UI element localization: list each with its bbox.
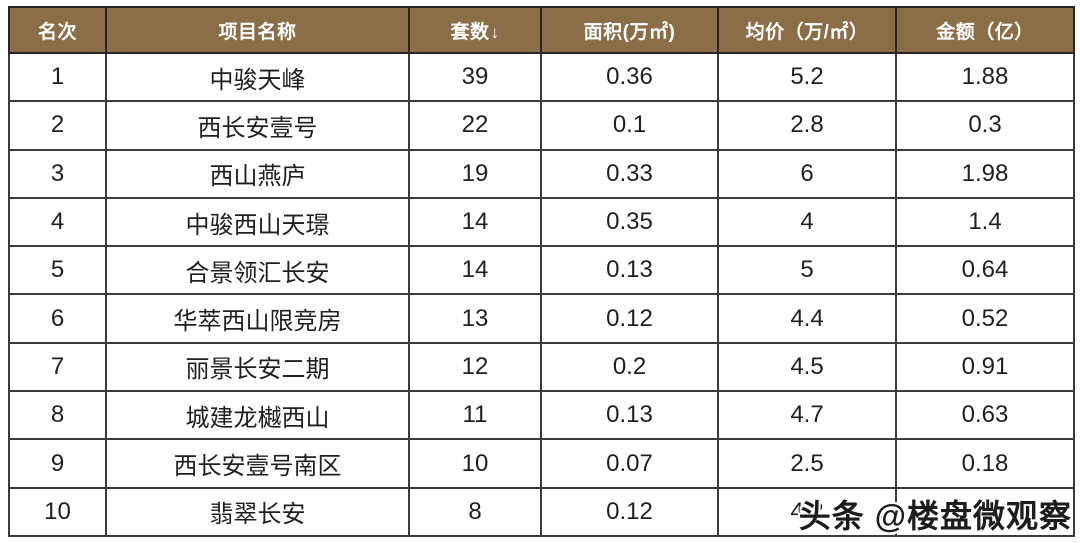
table-row: 8 城建龙樾西山 11 0.13 4.7 0.63: [8, 390, 1075, 441]
cell-area: 0.33: [540, 148, 719, 199]
table-header: 名次 项目名称 套数↓ 面积(万㎡) 均价（万/㎡） 金额（亿）: [8, 6, 1075, 54]
table-row: 10 翡翠长安 8 0.12 4.2: [8, 486, 1075, 538]
cell-amount: 0.52: [895, 293, 1075, 344]
cell-rank: 9: [8, 438, 107, 489]
col-header-rank: 名次: [8, 6, 107, 54]
cell-avg-price: 4.2: [717, 486, 897, 538]
cell-avg-price: 2.8: [717, 100, 897, 151]
col-header-amount: 金额（亿）: [895, 6, 1075, 54]
cell-units: 12: [408, 341, 542, 393]
cell-rank: 7: [8, 341, 107, 393]
cell-project-name: 丽景长安二期: [105, 341, 410, 393]
cell-rank: 1: [8, 51, 107, 103]
cell-avg-price: 4: [717, 196, 897, 248]
cell-project-name: 西山燕庐: [105, 148, 410, 199]
cell-project-name: 翡翠长安: [105, 486, 410, 538]
cell-amount: 0.64: [895, 245, 1075, 296]
cell-amount: 1.4: [895, 196, 1075, 248]
cell-units: 11: [408, 390, 542, 441]
cell-project-name: 华萃西山限竞房: [105, 293, 410, 344]
cell-area: 0.12: [540, 486, 719, 538]
table-row: 2 西长安壹号 22 0.1 2.8 0.3: [8, 100, 1075, 151]
col-header-units-label: 套数: [450, 21, 490, 43]
cell-area: 0.1: [540, 100, 719, 151]
cell-project-name: 西长安壹号: [105, 100, 410, 151]
cell-units: 8: [408, 486, 542, 538]
cell-project-name: 中骏西山天璟: [105, 196, 410, 248]
cell-units: 10: [408, 438, 542, 489]
cell-avg-price: 6: [717, 148, 897, 199]
col-header-avg-price: 均价（万/㎡）: [717, 6, 897, 54]
cell-rank: 10: [8, 486, 107, 538]
cell-units: 14: [408, 245, 542, 296]
cell-area: 0.36: [540, 51, 719, 103]
cell-area: 0.35: [540, 196, 719, 248]
table-row: 7 丽景长安二期 12 0.2 4.5 0.91: [8, 341, 1075, 393]
col-header-units: 套数↓: [408, 6, 542, 54]
cell-amount: [895, 486, 1075, 538]
cell-avg-price: 2.5: [717, 438, 897, 489]
cell-avg-price: 4.5: [717, 341, 897, 393]
cell-area: 0.12: [540, 293, 719, 344]
cell-area: 0.13: [540, 245, 719, 296]
cell-units: 14: [408, 196, 542, 248]
cell-project-name: 城建龙樾西山: [105, 390, 410, 441]
cell-rank: 5: [8, 245, 107, 296]
cell-project-name: 中骏天峰: [105, 51, 410, 103]
cell-units: 39: [408, 51, 542, 103]
table-row: 1 中骏天峰 39 0.36 5.2 1.88: [8, 51, 1075, 103]
cell-avg-price: 4.7: [717, 390, 897, 441]
cell-project-name: 合景领汇长安: [105, 245, 410, 296]
cell-rank: 4: [8, 196, 107, 248]
col-header-area: 面积(万㎡): [540, 6, 719, 54]
cell-amount: 0.3: [895, 100, 1075, 151]
sort-descending-icon: ↓: [490, 22, 500, 42]
table-row: 6 华萃西山限竞房 13 0.12 4.4 0.52: [8, 293, 1075, 344]
cell-rank: 2: [8, 100, 107, 151]
cell-area: 0.2: [540, 341, 719, 393]
cell-amount: 0.63: [895, 390, 1075, 441]
cell-amount: 1.88: [895, 51, 1075, 103]
cell-area: 0.07: [540, 438, 719, 489]
table-row: 9 西长安壹号南区 10 0.07 2.5 0.18: [8, 438, 1075, 489]
cell-amount: 0.91: [895, 341, 1075, 393]
col-header-project-name: 项目名称: [105, 6, 410, 54]
project-sales-ranking-table: 名次 项目名称 套数↓ 面积(万㎡) 均价（万/㎡） 金额（亿） 1 中骏天峰 …: [8, 6, 1075, 538]
table-row: 3 西山燕庐 19 0.33 6 1.98: [8, 148, 1075, 199]
cell-area: 0.13: [540, 390, 719, 441]
table-body: 1 中骏天峰 39 0.36 5.2 1.88 2 西长安壹号 22 0.1 2…: [8, 51, 1075, 538]
cell-project-name: 西长安壹号南区: [105, 438, 410, 489]
table-row: 5 合景领汇长安 14 0.13 5 0.64: [8, 245, 1075, 296]
cell-avg-price: 4.4: [717, 293, 897, 344]
cell-rank: 6: [8, 293, 107, 344]
cell-units: 19: [408, 148, 542, 199]
cell-rank: 8: [8, 390, 107, 441]
cell-rank: 3: [8, 148, 107, 199]
table-row: 4 中骏西山天璟 14 0.35 4 1.4: [8, 196, 1075, 248]
cell-units: 13: [408, 293, 542, 344]
cell-amount: 0.18: [895, 438, 1075, 489]
cell-units: 22: [408, 100, 542, 151]
cell-amount: 1.98: [895, 148, 1075, 199]
cell-avg-price: 5: [717, 245, 897, 296]
cell-avg-price: 5.2: [717, 51, 897, 103]
header-row: 名次 项目名称 套数↓ 面积(万㎡) 均价（万/㎡） 金额（亿）: [8, 6, 1075, 54]
